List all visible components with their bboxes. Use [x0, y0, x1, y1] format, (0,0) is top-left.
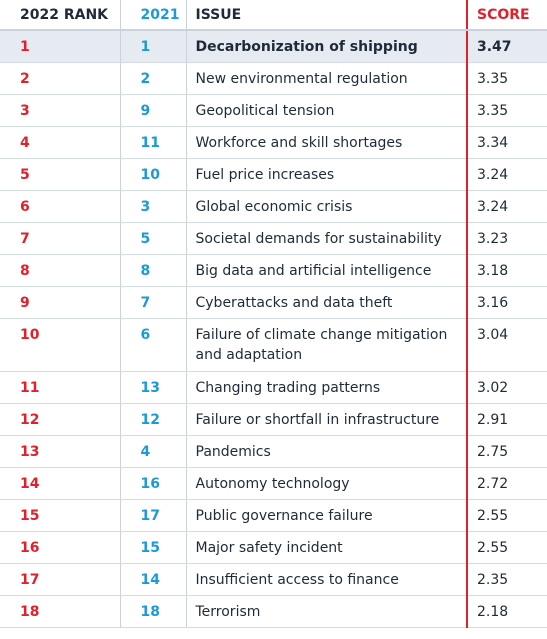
table-row: 3 9 Geopolitical tension 3.35 — [0, 94, 547, 127]
issue: Decarbonization of shipping — [186, 30, 468, 63]
issue: Big data and artificial intelligence — [186, 254, 468, 287]
issue: Terrorism — [186, 595, 468, 628]
rank-2021: 9 — [120, 94, 187, 127]
score: 3.04 — [467, 318, 547, 372]
rank-2022: 12 — [0, 403, 121, 436]
rank-2021: 5 — [120, 222, 187, 255]
issue: New environmental regulation — [186, 62, 468, 95]
rank-2022: 13 — [0, 435, 121, 468]
table-row: 17 14 Insufficient access to finance 2.35 — [0, 563, 547, 596]
score: 2.55 — [467, 499, 547, 532]
rank-2021: 1 — [120, 30, 187, 63]
rank-2021: 6 — [120, 318, 187, 372]
header-cell: ISSUE — [186, 0, 468, 31]
table-row: 18 18 Terrorism 2.18 — [0, 595, 547, 628]
issue: Pandemics — [186, 435, 468, 468]
issue: Geopolitical tension — [186, 94, 468, 127]
table-row: 10 6 Failure of climate change mitigation … — [0, 318, 547, 372]
rank-2021: 11 — [120, 126, 187, 159]
issue: Workforce and skill shortages — [186, 126, 468, 159]
score: 3.23 — [467, 222, 547, 255]
table-row: 15 17 Public governance failure 2.55 — [0, 499, 547, 532]
rank-2021: 7 — [120, 286, 187, 319]
issue: Major safety incident — [186, 531, 468, 564]
score: 2.91 — [467, 403, 547, 436]
score: 3.34 — [467, 126, 547, 159]
rank-2021: 16 — [120, 467, 187, 500]
header-row: 2022 RANK 2021 ISSUE SCORE — [0, 0, 547, 31]
rank-2021: 18 — [120, 595, 187, 628]
header-cell: SCORE — [467, 0, 547, 31]
rank-2021: 10 — [120, 158, 187, 191]
table-row: 11 13 Changing trading patterns 3.02 — [0, 371, 547, 404]
rank-2022: 2 — [0, 62, 121, 95]
score: 2.35 — [467, 563, 547, 596]
table-row: 6 3 Global economic crisis 3.24 — [0, 190, 547, 223]
rank-2021: 13 — [120, 371, 187, 404]
rank-2022: 6 — [0, 190, 121, 223]
header-cell: 2021 — [120, 0, 187, 31]
table-row: 9 7 Cyberattacks and data theft 3.16 — [0, 286, 547, 319]
issue: Global economic crisis — [186, 190, 468, 223]
table-row: 2 2 New environmental regulation 3.35 — [0, 62, 547, 95]
rank-2021: 15 — [120, 531, 187, 564]
score: 3.18 — [467, 254, 547, 287]
rank-2022: 10 — [0, 318, 121, 372]
issue: Failure or shortfall in infrastructure — [186, 403, 468, 436]
rank-2021: 12 — [120, 403, 187, 436]
issue: Public governance failure — [186, 499, 468, 532]
table-row: 4 11 Workforce and skill shortages 3.34 — [0, 126, 547, 159]
rank-2022: 18 — [0, 595, 121, 628]
score: 3.35 — [467, 62, 547, 95]
issue: Fuel price increases — [186, 158, 468, 191]
score: 3.24 — [467, 158, 547, 191]
rank-2021: 8 — [120, 254, 187, 287]
issue: Changing trading patterns — [186, 371, 468, 404]
table-row: 8 8 Big data and artificial intelligence 3.… — [0, 254, 547, 287]
table-row: 1 1 Decarbonization of shipping 3.47 — [0, 30, 547, 63]
table-row: 13 4 Pandemics 2.75 — [0, 435, 547, 468]
header-cell: 2022 RANK — [0, 0, 121, 31]
score: 2.55 — [467, 531, 547, 564]
rank-2021: 14 — [120, 563, 187, 596]
score: 3.35 — [467, 94, 547, 127]
rank-2022: 11 — [0, 371, 121, 404]
issue: Societal demands for sustainability — [186, 222, 468, 255]
rank-2022: 3 — [0, 94, 121, 127]
table-body: 1 1 Decarbonization of shipping 3.47 2 2 New e… — [0, 30, 547, 628]
table-row: 12 12 Failure or shortfall in infrastructu… — [0, 403, 547, 436]
rank-2022: 8 — [0, 254, 121, 287]
table-row: 7 5 Societal demands for sustainability 3.2… — [0, 222, 547, 255]
score: 3.24 — [467, 190, 547, 223]
score: 3.47 — [467, 30, 547, 63]
issue: Autonomy technology — [186, 467, 468, 500]
score: 3.16 — [467, 286, 547, 319]
score: 3.02 — [467, 371, 547, 404]
score: 2.18 — [467, 595, 547, 628]
rank-2022: 7 — [0, 222, 121, 255]
table-row: 5 10 Fuel price increases 3.24 — [0, 158, 547, 191]
score: 2.72 — [467, 467, 547, 500]
rank-2022: 16 — [0, 531, 121, 564]
rank-2022: 5 — [0, 158, 121, 191]
score: 2.75 — [467, 435, 547, 468]
rank-2022: 15 — [0, 499, 121, 532]
rank-2021: 3 — [120, 190, 187, 223]
issue: Insufficient access to finance — [186, 563, 468, 596]
rank-2022: 1 — [0, 30, 121, 63]
table-row: 14 16 Autonomy technology 2.72 — [0, 467, 547, 500]
rank-2021: 4 — [120, 435, 187, 468]
rank-2022: 14 — [0, 467, 121, 500]
table-row: 16 15 Major safety incident 2.55 — [0, 531, 547, 564]
rank-2021: 17 — [120, 499, 187, 532]
issue: Failure of climate change mitigation and… — [186, 318, 468, 372]
rank-2022: 9 — [0, 286, 121, 319]
rank-2022: 17 — [0, 563, 121, 596]
rank-2021: 2 — [120, 62, 187, 95]
rank-2022: 4 — [0, 126, 121, 159]
issue: Cyberattacks and data theft — [186, 286, 468, 319]
